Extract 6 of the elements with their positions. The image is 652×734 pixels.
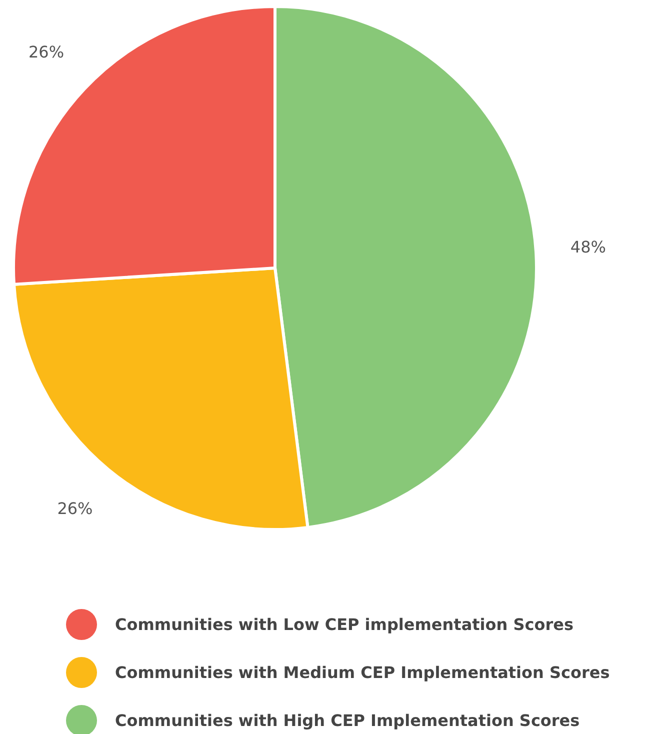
legend-label: Communities with Medium CEP Implementation Scores (115, 662, 610, 682)
legend-label: Communities with High CEP Implementation Scores (115, 710, 580, 730)
data-label: 26% (28, 42, 64, 62)
legend-label: Communities with Low CEP implementation Scores (115, 614, 574, 634)
data-label: 48% (570, 237, 606, 256)
data-label: 26% (57, 498, 93, 518)
